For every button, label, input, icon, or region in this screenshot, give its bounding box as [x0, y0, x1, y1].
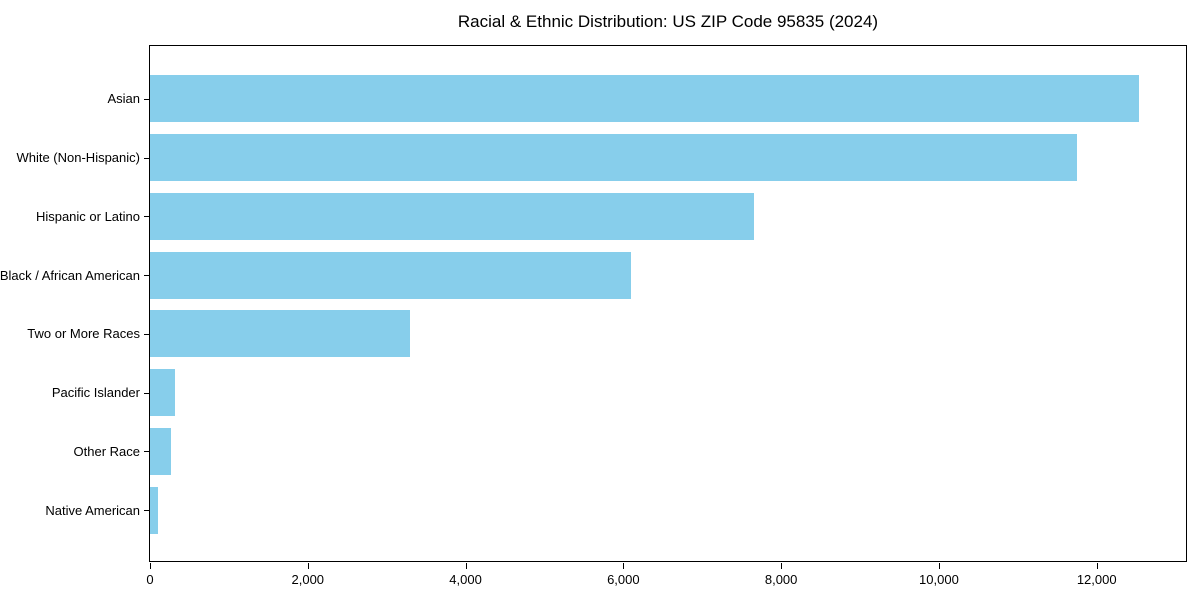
y-axis-tick: [144, 98, 150, 100]
x-axis-tick: [307, 563, 309, 569]
y-axis-tick: [144, 451, 150, 453]
bar-asian: [150, 75, 1139, 123]
x-axis-tick-label: 4,000: [449, 572, 482, 587]
x-axis-tick-label: 12,000: [1076, 572, 1117, 587]
x-axis-tick-label: 2,000: [291, 572, 325, 587]
y-axis-label: Two or More Races: [27, 326, 140, 342]
x-axis-tick: [623, 563, 625, 569]
x-axis-tick: [465, 563, 467, 569]
bar-pacific-islander: [150, 369, 176, 417]
y-axis-tick: [144, 275, 150, 277]
x-axis-tick: [781, 563, 783, 569]
y-axis-tick: [144, 157, 150, 159]
chart-title: Racial & Ethnic Distribution: US ZIP Cod…: [457, 12, 879, 31]
y-axis-tick: [144, 510, 150, 512]
x-axis-tick: [1096, 563, 1098, 569]
y-axis-label: Pacific Islander: [51, 385, 140, 401]
y-axis-tick: [144, 392, 150, 394]
y-axis-label: Black / African American: [0, 267, 140, 283]
y-axis-label: Hispanic or Latino: [35, 208, 140, 224]
y-axis-label: Other Race: [73, 443, 140, 459]
y-axis-label: Asian: [107, 91, 140, 107]
bar-native-american: [150, 486, 159, 534]
y-axis-label: White (Non-Hispanic): [16, 150, 140, 166]
x-axis-tick-label: 8,000: [764, 572, 798, 587]
x-axis-tick: [938, 563, 940, 569]
bar-two-or-more-races: [150, 310, 410, 358]
x-axis-tick-label: 6,000: [607, 572, 640, 587]
bar-hispanic-or-latino: [150, 192, 755, 240]
bar-black-african-american: [150, 251, 632, 299]
bar-other-race: [150, 427, 171, 475]
x-axis-tick-label: 0: [146, 572, 154, 587]
y-axis-label: Native American: [45, 502, 140, 518]
y-axis-tick: [144, 333, 150, 335]
y-axis-tick: [144, 216, 150, 218]
plot-area: Asian White (Non-Hispanic) Hispanic or Lat…: [0, 45, 1187, 587]
bar-white-non-hispanic: [150, 134, 1077, 182]
x-axis-tick: [150, 563, 151, 569]
x-axis-tick-label: 10,000: [919, 572, 959, 587]
